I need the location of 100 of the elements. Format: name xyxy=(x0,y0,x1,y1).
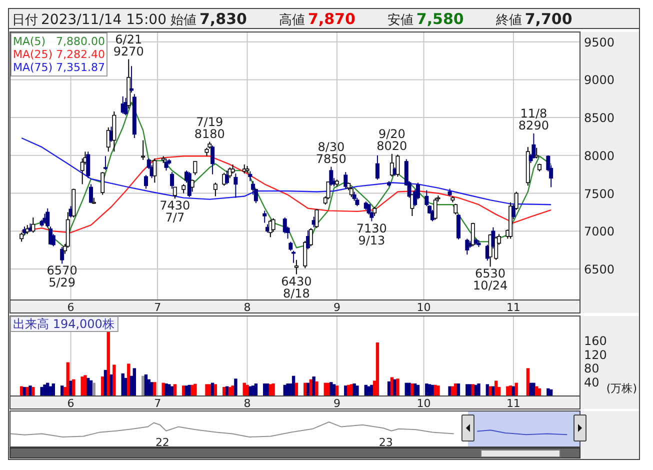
bar xyxy=(410,383,414,396)
bar xyxy=(376,342,380,396)
x-tick-label: 8 xyxy=(244,397,251,410)
bar xyxy=(104,370,108,396)
annotation: 11/8 8290 xyxy=(518,106,549,132)
bar xyxy=(263,383,266,396)
x-tick-label: 6 xyxy=(67,397,74,410)
bar xyxy=(124,378,128,396)
bar xyxy=(72,379,76,396)
bar xyxy=(234,378,238,396)
x-tick-label: 10 xyxy=(416,397,431,410)
bar xyxy=(387,381,391,396)
annotation: 6/21 9270 xyxy=(113,32,144,58)
candlestick xyxy=(100,172,105,196)
y-tick-label: 7000 xyxy=(584,224,615,239)
candlestick xyxy=(314,208,319,229)
x-tick-label: 7 xyxy=(154,301,162,314)
candlestick xyxy=(288,241,293,252)
bar xyxy=(164,383,168,396)
candlestick xyxy=(303,240,308,269)
candlestick xyxy=(152,158,157,184)
bar xyxy=(292,376,296,396)
bar xyxy=(477,383,480,396)
candlestick xyxy=(164,158,168,172)
bar xyxy=(413,383,417,396)
bar xyxy=(60,386,64,396)
candlestick xyxy=(20,232,24,242)
y-tick-label: 6500 xyxy=(584,262,615,276)
bar xyxy=(466,384,469,396)
bar xyxy=(150,382,154,396)
candlestick xyxy=(308,228,313,247)
candlestick xyxy=(294,259,298,275)
text: 終値 7,700 xyxy=(494,10,572,28)
y-tick-label: 120 xyxy=(584,348,607,362)
candlestick xyxy=(86,151,90,179)
bar xyxy=(266,383,270,396)
bar xyxy=(144,374,148,396)
bar xyxy=(208,384,212,396)
annotation: 7430 7/7 xyxy=(160,198,190,225)
y-tick-label: 8500 xyxy=(584,111,615,126)
bar xyxy=(393,379,396,396)
x-tick-label: 9 xyxy=(333,397,340,410)
candlestick xyxy=(248,170,252,182)
bar xyxy=(330,382,333,396)
candlestick xyxy=(170,172,174,190)
bar xyxy=(494,380,498,396)
x-tick-label: 23 xyxy=(378,436,393,449)
x-tick-label: 22 xyxy=(155,436,170,449)
bar xyxy=(110,374,113,396)
bar xyxy=(335,386,339,396)
text: MA(75) 7,351.87 xyxy=(13,61,105,74)
bar xyxy=(456,383,460,396)
candlestick xyxy=(187,172,192,198)
candlestick xyxy=(329,166,334,186)
candlestick xyxy=(141,140,146,160)
candlestick xyxy=(172,186,177,200)
candlestick xyxy=(292,250,296,264)
annotation: 6430 8/18 xyxy=(281,274,312,300)
candlestick xyxy=(456,214,460,240)
candlestick xyxy=(213,182,218,197)
bar xyxy=(468,384,472,396)
y-tick-label: 40 xyxy=(584,376,600,390)
bar xyxy=(80,376,84,396)
candlestick xyxy=(103,156,108,170)
annotation: 6530 10/24 xyxy=(473,266,508,293)
bar xyxy=(141,376,145,396)
bar xyxy=(312,376,316,396)
bar xyxy=(173,384,177,396)
bar xyxy=(132,368,136,396)
bar xyxy=(352,383,356,396)
annotation: 6570 5/29 xyxy=(46,264,78,290)
candlestick xyxy=(130,66,134,94)
bar xyxy=(344,386,348,396)
bar xyxy=(43,384,46,396)
text: 安値 7,580 xyxy=(387,10,464,28)
candlestick xyxy=(230,164,235,174)
bar xyxy=(112,364,116,396)
bar xyxy=(28,386,32,396)
bar xyxy=(182,386,186,396)
bar xyxy=(514,382,518,396)
candlestick xyxy=(344,172,348,190)
x-tick-label: 6 xyxy=(67,301,74,314)
y-tick-label: 160 xyxy=(584,334,607,348)
bar xyxy=(425,383,428,396)
candlestick xyxy=(372,206,377,216)
bar xyxy=(121,373,124,396)
x-tick-label: 11 xyxy=(506,397,520,410)
bar xyxy=(84,375,87,396)
text: MA(5) 7,880.00 xyxy=(13,35,105,48)
bar xyxy=(454,383,458,396)
y-axis-title: (万株) xyxy=(606,382,637,395)
candlestick xyxy=(190,179,194,192)
annotation: 7130 9/13 xyxy=(356,221,387,248)
annotation: 9/20 8020 xyxy=(376,126,408,153)
bar xyxy=(254,383,258,396)
candlestick xyxy=(375,154,380,180)
bar xyxy=(153,382,156,396)
candlestick xyxy=(210,145,215,175)
candlestick xyxy=(532,132,536,159)
annotation: 8/30 7850 xyxy=(316,140,346,166)
